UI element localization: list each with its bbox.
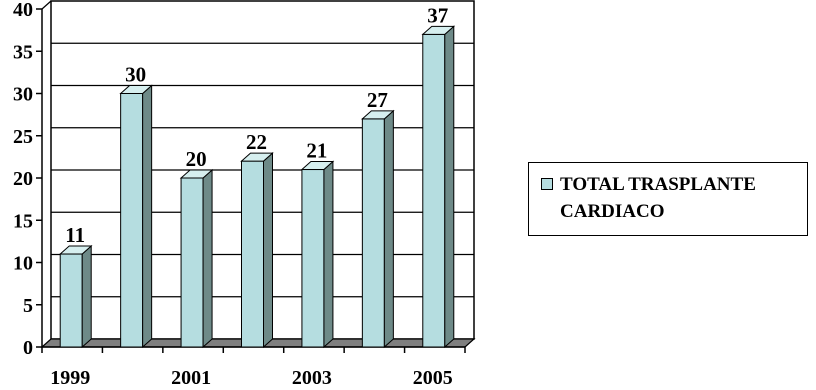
y-tick-label: 0: [23, 337, 33, 359]
bar-top: [361, 110, 395, 120]
y-tick-labels: 0 5 10 15 20 25 30 35 40: [13, 0, 33, 359]
data-label: 20: [186, 147, 207, 171]
bar-side: [81, 244, 92, 349]
y-tick-label: 35: [13, 41, 33, 63]
data-label: 21: [306, 139, 327, 163]
bar-side: [142, 84, 153, 349]
bar-front: [59, 253, 83, 348]
bar: [361, 109, 395, 349]
y-tick-label: 40: [13, 0, 33, 21]
y-tick-label: 15: [13, 210, 33, 232]
bar: [421, 25, 456, 349]
x-tick-label: 2003: [292, 367, 332, 389]
bar: [58, 244, 93, 349]
data-label: 27: [367, 88, 388, 112]
y-axis-top-edge: [41, 0, 52, 10]
bars: [58, 25, 456, 349]
bar-top: [179, 169, 214, 179]
bar-side: [202, 168, 213, 349]
bar: [240, 151, 274, 349]
bar: [119, 84, 153, 349]
bar-top: [119, 85, 153, 94]
bar: [300, 160, 335, 349]
x-tick-label: 1999: [50, 367, 90, 389]
y-tick-label: 25: [13, 126, 33, 148]
legend: TOTAL TRASPLANTE CARDIACO: [528, 162, 808, 236]
data-label: 22: [246, 130, 267, 154]
bar-side: [263, 151, 273, 349]
legend-label: TOTAL TRASPLANTE CARDIACO: [560, 174, 756, 222]
y-tick-label: 20: [13, 168, 33, 190]
bar-front: [301, 169, 325, 348]
bar-front: [422, 33, 446, 348]
bar-side: [444, 25, 455, 349]
x-tick-label: 2005: [413, 367, 453, 389]
data-label: 11: [65, 223, 85, 247]
bar: [179, 168, 214, 349]
bar-top: [300, 161, 335, 171]
bar-side: [383, 109, 394, 349]
bar-front: [241, 160, 264, 348]
x-tick-labels: 1999 2001 2003 2005: [50, 367, 453, 389]
data-label: 37: [427, 3, 448, 27]
legend-swatch: [541, 178, 553, 190]
bar-front: [180, 177, 204, 348]
y-tick-label: 30: [13, 84, 33, 106]
bar-side: [323, 160, 334, 349]
data-labels: 11 30 20 22 21 27 37: [65, 3, 448, 247]
bar-top: [58, 245, 93, 255]
bar-front: [120, 93, 144, 348]
y-tick-label: 10: [13, 253, 33, 275]
bar-front: [361, 118, 385, 348]
bar-top: [421, 25, 456, 35]
x-tick-label: 2001: [171, 367, 211, 389]
y-tick-label: 5: [23, 295, 33, 317]
bar-top: [240, 152, 274, 162]
data-label: 30: [125, 63, 146, 87]
